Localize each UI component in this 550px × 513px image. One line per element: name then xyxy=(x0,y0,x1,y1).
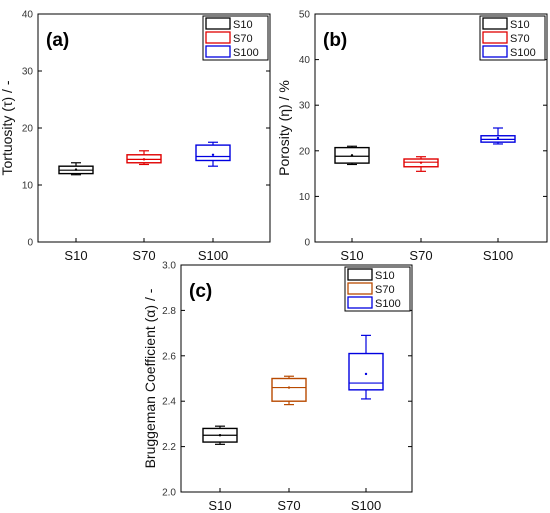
mean-point xyxy=(74,168,78,171)
y-tick-label: 2.2 xyxy=(162,442,176,453)
mean-point xyxy=(218,434,222,437)
x-category-label: S100 xyxy=(483,248,513,263)
box-s10 xyxy=(202,425,238,445)
y-tick-label: 20 xyxy=(299,146,311,157)
legend-label-s10: S10 xyxy=(375,270,395,282)
y-tick-label: 20 xyxy=(22,124,34,135)
y-axis-label: Tortuosity (τ) / - xyxy=(0,80,15,175)
y-tick-label: 0 xyxy=(304,238,310,249)
box-s70 xyxy=(126,150,162,166)
y-tick-label: 10 xyxy=(299,192,311,203)
x-category-label: S100 xyxy=(351,498,381,513)
mean-point xyxy=(142,158,146,161)
legend-swatch-s100 xyxy=(205,45,231,58)
panel-label: (b) xyxy=(323,30,347,51)
x-category-label: S10 xyxy=(64,248,87,263)
legend-label-s70: S70 xyxy=(233,33,253,45)
mean-point xyxy=(364,372,368,376)
x-category-label: S70 xyxy=(409,248,432,263)
legend-label-s100: S100 xyxy=(233,47,259,59)
x-category-label: S70 xyxy=(277,498,300,513)
y-tick-label: 50 xyxy=(299,10,311,21)
legend-swatch-s100 xyxy=(482,45,508,58)
y-tick-label: 10 xyxy=(22,181,34,192)
y-tick-label: 40 xyxy=(299,55,311,66)
mean-point xyxy=(350,154,354,157)
y-tick-label: 2.8 xyxy=(162,306,176,317)
box-s100 xyxy=(480,127,516,145)
legend-label-s70: S70 xyxy=(510,33,530,45)
x-category-label: S100 xyxy=(198,248,228,263)
panel-c: 2.0 2.2 2.4 2.6 2.8 3.0 S10 S70 S100 Bruggeman Co… xyxy=(142,261,413,513)
legend-swatch-s10 xyxy=(347,268,373,281)
legend-swatch-s10 xyxy=(205,17,231,30)
y-tick-label: 2.6 xyxy=(162,351,176,362)
y-tick-label: 3.0 xyxy=(162,261,176,272)
legend-swatch-s100 xyxy=(347,296,373,309)
legend-swatch-s70 xyxy=(482,31,508,44)
box-s10 xyxy=(58,162,94,176)
legend-swatch-s10 xyxy=(482,17,508,30)
box-s70 xyxy=(271,375,307,406)
panel-label: (a) xyxy=(46,30,69,51)
legend-swatch-s70 xyxy=(347,282,373,295)
plot-frame xyxy=(314,13,548,243)
y-tick-label: 30 xyxy=(299,101,311,112)
x-category-label: S10 xyxy=(340,248,363,263)
panel-b: 0 10 20 30 40 50 S10 S70 S100 Porosity (η) / % (b)… xyxy=(276,10,548,263)
legend-label-s100: S100 xyxy=(510,47,536,59)
box-s100 xyxy=(195,141,231,167)
legend-label-s10: S10 xyxy=(510,19,530,31)
legend-label-s10: S10 xyxy=(233,19,253,31)
legend-label-s70: S70 xyxy=(375,284,395,296)
mean-point xyxy=(287,386,291,389)
box-s10 xyxy=(334,145,370,166)
y-axis-label: Porosity (η) / % xyxy=(276,80,292,176)
panel-a: 0 10 20 30 40 S10 S70 S100 Tortuosity (τ) / - (a)… xyxy=(0,10,271,263)
x-category-label: S10 xyxy=(208,498,231,513)
plot-frame xyxy=(180,264,413,493)
x-category-label: S70 xyxy=(132,248,155,263)
box-iqr xyxy=(195,144,231,162)
box-iqr xyxy=(271,377,307,402)
y-tick-label: 40 xyxy=(22,10,34,21)
mean-point xyxy=(211,153,215,156)
panel-label: (c) xyxy=(189,281,212,302)
box-iqr xyxy=(348,352,384,391)
y-tick-label: 30 xyxy=(22,67,34,78)
legend-label-s100: S100 xyxy=(375,298,401,310)
legend-swatch-s70 xyxy=(205,31,231,44)
mean-point xyxy=(496,136,500,140)
box-s70 xyxy=(403,156,439,172)
y-axis-label: Bruggeman Coefficient (α) / - xyxy=(142,288,158,468)
y-tick-label: 0 xyxy=(27,238,33,249)
y-tick-label: 2.4 xyxy=(162,397,176,408)
y-tick-label: 2.0 xyxy=(162,488,176,499)
box-s100 xyxy=(348,334,384,400)
mean-point xyxy=(419,161,423,164)
